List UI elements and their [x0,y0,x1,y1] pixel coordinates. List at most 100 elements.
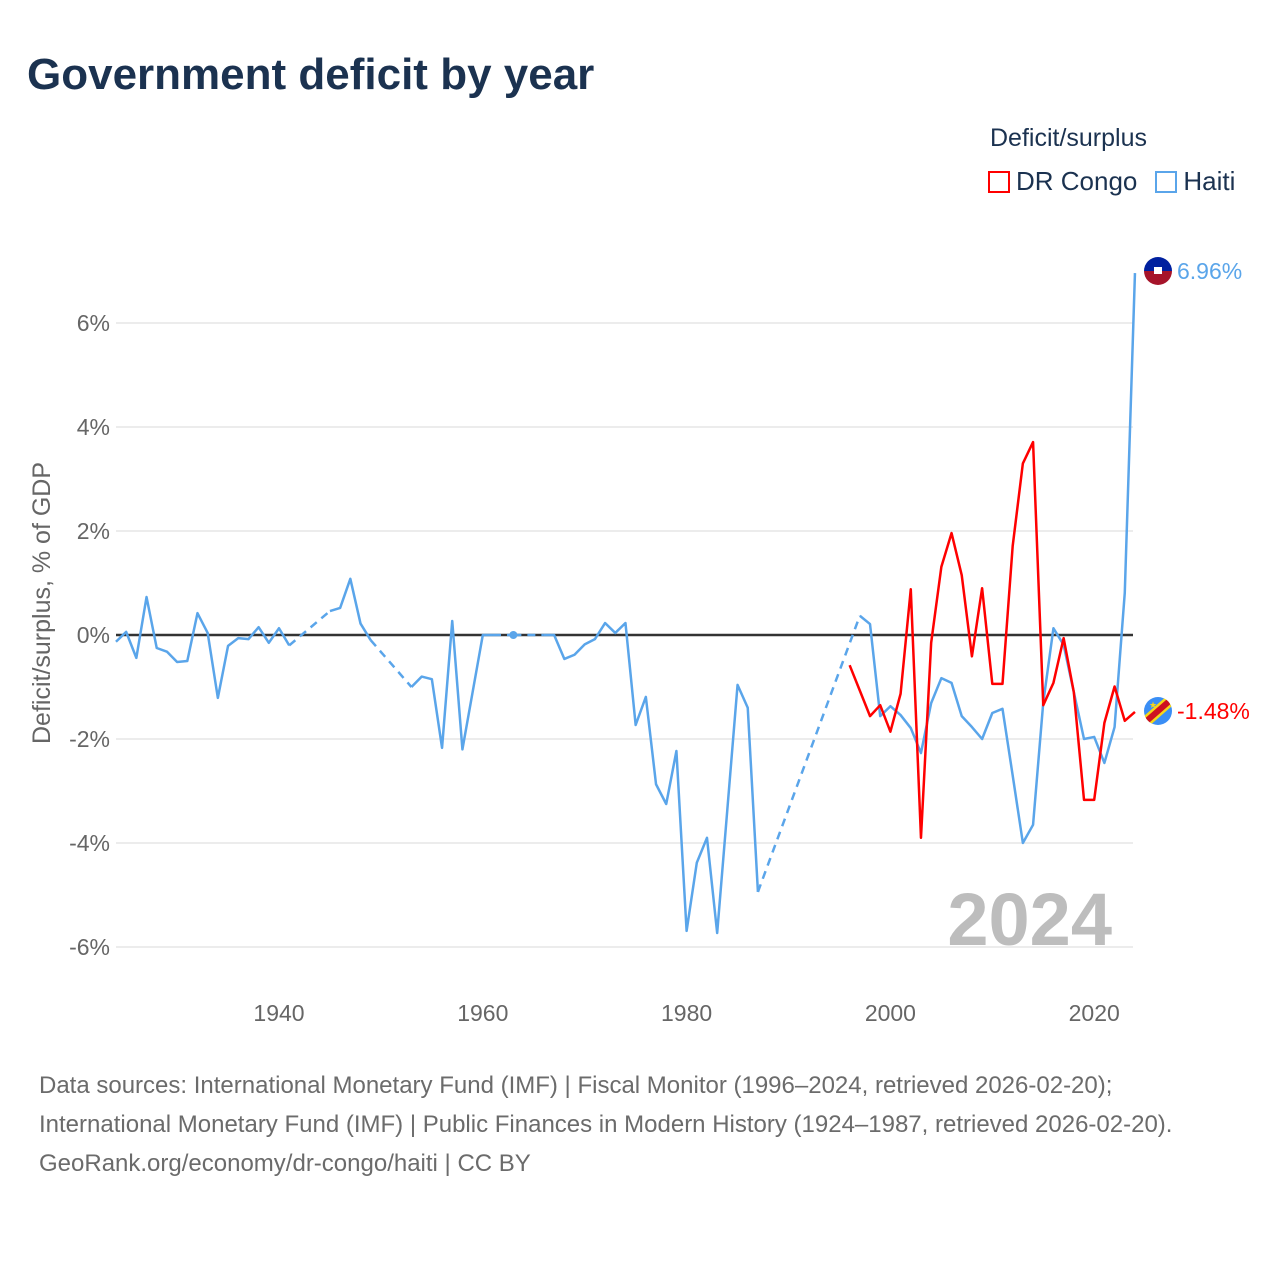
haiti-data-point[interactable] [1081,736,1087,742]
haiti-data-point[interactable] [235,635,241,641]
haiti-data-point[interactable] [194,610,200,616]
haiti-data-point[interactable] [602,620,608,626]
haiti-data-point[interactable] [245,636,251,642]
drc-data-point[interactable] [918,835,924,841]
haiti-data-point[interactable] [999,706,1005,712]
drc-data-point[interactable] [867,713,873,719]
drc-data-point[interactable] [887,729,893,735]
drc-data-point[interactable] [1061,635,1067,641]
drc-data-point[interactable] [969,653,975,659]
haiti-data-point[interactable] [408,684,414,690]
haiti-data-point[interactable] [989,710,995,716]
haiti-data-point[interactable] [347,576,353,582]
haiti-data-point[interactable] [561,656,567,662]
haiti-data-point[interactable] [358,621,364,627]
haiti-data-point[interactable] [490,632,496,638]
haiti-data-point[interactable] [174,659,180,665]
drc-data-point[interactable] [989,681,995,687]
haiti-data-point[interactable] [337,605,343,611]
haiti-data-point[interactable] [419,674,425,680]
drc-data-point[interactable] [1030,439,1036,445]
haiti-data-point[interactable] [449,618,455,624]
drc-data-point[interactable] [1071,689,1077,695]
haiti-data-point[interactable] [704,835,710,841]
haiti-data-point[interactable] [286,642,292,648]
drc-data-point[interactable] [1132,709,1138,715]
haiti-data-point[interactable] [368,637,374,643]
haiti-data-point[interactable] [123,629,129,635]
haiti-data-point[interactable] [470,689,476,695]
haiti-data-point[interactable] [622,620,628,626]
drc-data-point[interactable] [979,585,985,591]
haiti-data-point[interactable] [684,928,690,934]
haiti-data-point[interactable] [429,676,435,682]
haiti-data-point[interactable] [938,675,944,681]
haiti-data-point[interactable] [1132,270,1138,276]
haiti-data-point[interactable] [663,801,669,807]
drc-data-point[interactable] [857,688,863,694]
haiti-data-point[interactable] [1091,734,1097,740]
haiti-data-point[interactable] [714,930,720,936]
haiti-data-point[interactable] [949,680,955,686]
haiti-data-point[interactable] [673,748,679,754]
haiti-data-point[interactable] [745,705,751,711]
haiti-data-point[interactable] [633,722,639,728]
haiti-data-point[interactable] [459,746,465,752]
haiti-data-point[interactable] [256,624,262,630]
drc-data-point[interactable] [847,662,853,668]
haiti-data-point[interactable] [510,632,516,638]
drc-data-point[interactable] [1020,460,1026,466]
haiti-data-point[interactable] [1101,760,1107,766]
drc-data-point[interactable] [1122,718,1128,724]
drc-data-point[interactable] [877,702,883,708]
credit-link[interactable]: GeoRank.org/economy/dr-congo/haiti | CC … [39,1150,531,1177]
haiti-data-point[interactable] [276,625,282,631]
haiti-data-point[interactable] [144,594,150,600]
haiti-data-point[interactable] [755,889,761,895]
haiti-data-point[interactable] [735,682,741,688]
haiti-data-point[interactable] [582,641,588,647]
haiti-data-point[interactable] [643,694,649,700]
haiti-data-point[interactable] [572,652,578,658]
drc-data-point[interactable] [1081,797,1087,803]
haiti-data-point[interactable] [908,725,914,731]
drc-data-point[interactable] [938,564,944,570]
haiti-data-point[interactable] [164,649,170,655]
haiti-data-point[interactable] [205,630,211,636]
haiti-data-point[interactable] [1030,822,1036,828]
drc-data-point[interactable] [1050,680,1056,686]
haiti-data-point[interactable] [215,695,221,701]
haiti-data-point[interactable] [918,750,924,756]
haiti-data-point[interactable] [439,745,445,751]
haiti-data-point[interactable] [154,645,160,651]
haiti-data-point[interactable] [113,639,119,645]
drc-data-point[interactable] [928,640,934,646]
drc-data-point[interactable] [1040,702,1046,708]
haiti-data-point[interactable] [724,806,730,812]
haiti-data-point[interactable] [1122,590,1128,596]
haiti-data-point[interactable] [612,630,618,636]
haiti-data-point[interactable] [133,655,139,661]
legend-item-dr-congo[interactable]: DR Congo [988,166,1137,197]
drc-data-point[interactable] [949,530,955,536]
drc-data-point[interactable] [1101,720,1107,726]
drc-data-point[interactable] [1010,543,1016,549]
haiti-data-point[interactable] [898,712,904,718]
haiti-data-point[interactable] [694,860,700,866]
haiti-data-point[interactable] [480,632,486,638]
haiti-data-point[interactable] [969,724,975,730]
haiti-data-point[interactable] [887,703,893,709]
haiti-data-point[interactable] [184,658,190,664]
haiti-data-point[interactable] [1050,625,1056,631]
drc-data-point[interactable] [999,681,1005,687]
legend-item-haiti[interactable]: Haiti [1155,166,1235,197]
haiti-data-point[interactable] [327,608,333,614]
haiti-data-point[interactable] [225,643,231,649]
drc-data-point[interactable] [959,572,965,578]
haiti-data-point[interactable] [1112,724,1118,730]
haiti-data-point[interactable] [857,613,863,619]
haiti-data-point[interactable] [1020,840,1026,846]
drc-data-point[interactable] [898,691,904,697]
haiti-data-point[interactable] [1010,772,1016,778]
haiti-data-point[interactable] [266,640,272,646]
